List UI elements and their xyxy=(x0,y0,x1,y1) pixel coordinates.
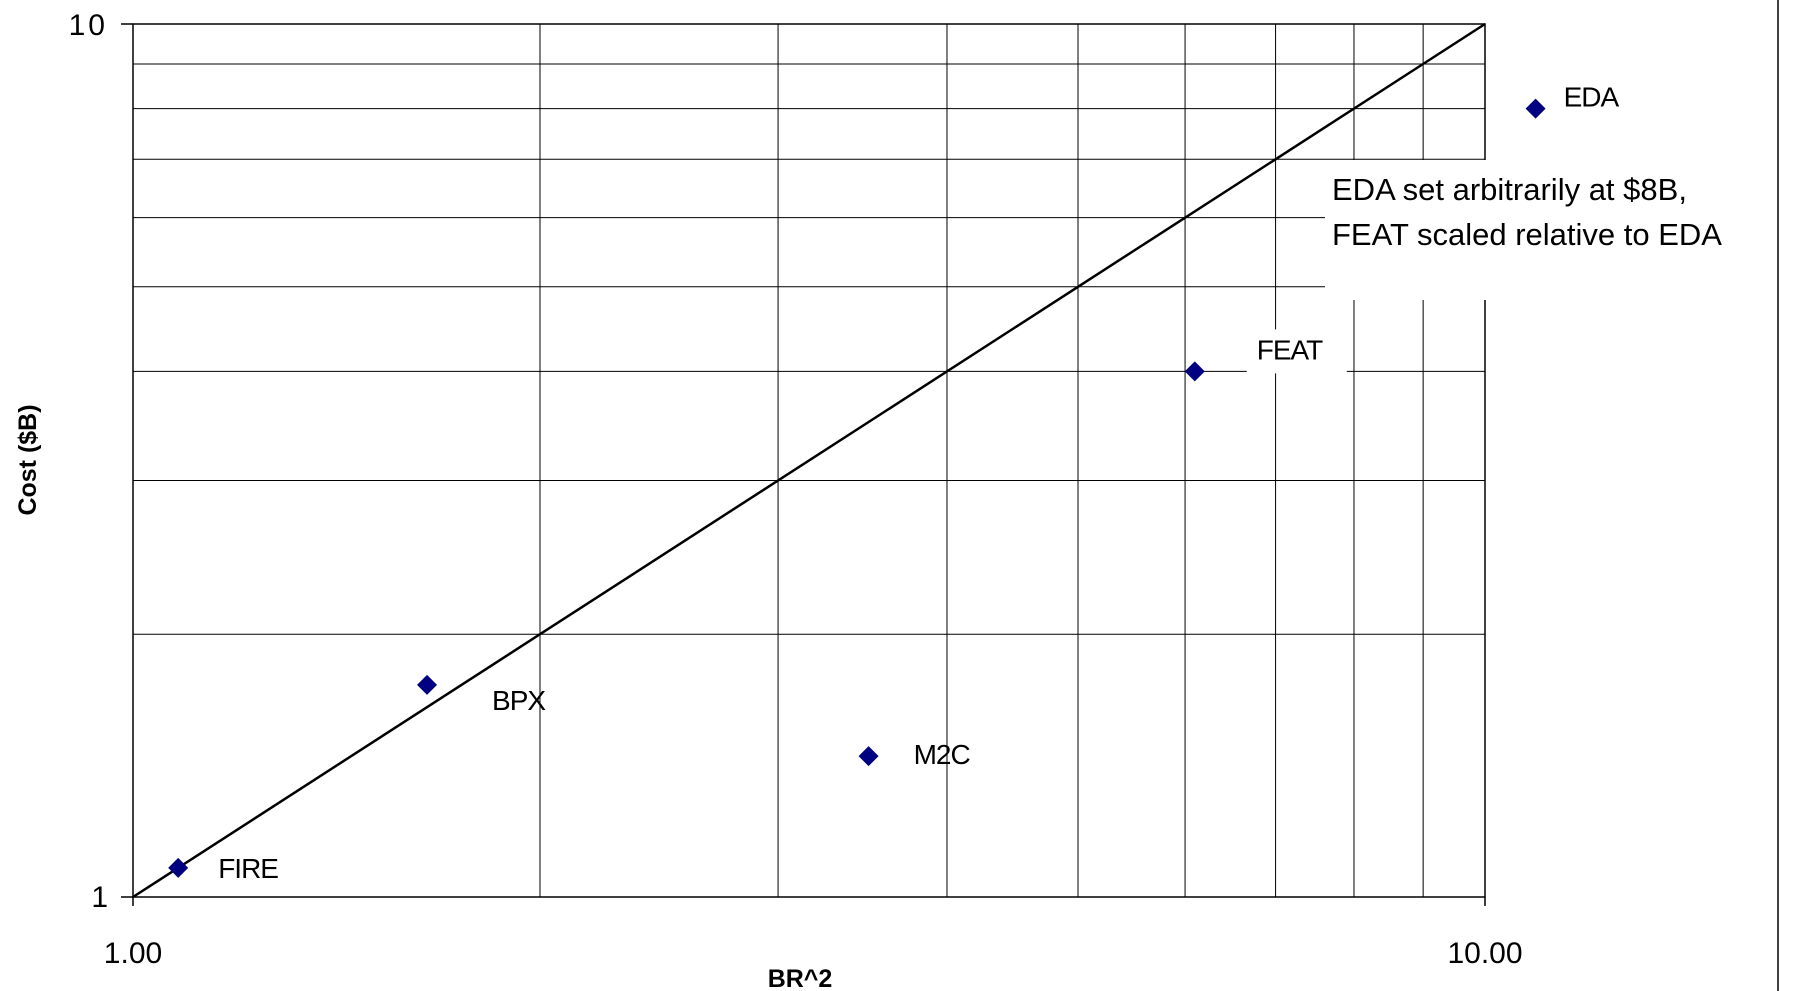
data-point-fire xyxy=(168,857,189,878)
data-label-feat: FEAT xyxy=(1257,334,1323,365)
y-tick-label-min: 1 xyxy=(91,881,108,914)
data-points xyxy=(168,98,1546,878)
data-label-m2c: M2C xyxy=(914,739,971,770)
annotation-line-2: FEAT scaled relative to EDA xyxy=(1332,217,1722,252)
data-label-fire: FIRE xyxy=(218,853,278,884)
data-label-eda: EDA xyxy=(1564,82,1620,113)
data-point-eda xyxy=(1525,98,1546,119)
reference-line xyxy=(132,22,1486,899)
data-point-bpx xyxy=(417,674,438,695)
x-tick-label-max: 10.00 xyxy=(1447,937,1522,970)
gridlines xyxy=(133,24,1485,897)
data-point-labels: FIRE BPX M2C FEAT EDA xyxy=(218,82,1620,884)
annotation: EDA set arbitrarily at $8B, FEAT scaled … xyxy=(1325,160,1809,300)
axis-tick-marks xyxy=(121,23,1486,906)
data-label-background xyxy=(1246,329,1347,374)
plot-area-border xyxy=(132,23,1486,898)
x-axis-title: BR^2 xyxy=(768,965,833,991)
x-tick-label-min: 1.00 xyxy=(104,937,162,970)
data-label-bpx: BPX xyxy=(492,685,546,716)
y-tick-label-max: 10 xyxy=(69,9,108,42)
data-point-m2c xyxy=(858,746,879,767)
data-point-feat xyxy=(1184,361,1205,382)
annotation-background xyxy=(1325,160,1809,300)
y-axis-title: Cost ($B) xyxy=(14,404,42,515)
annotation-line-1: EDA set arbitrarily at $8B, xyxy=(1332,172,1687,207)
